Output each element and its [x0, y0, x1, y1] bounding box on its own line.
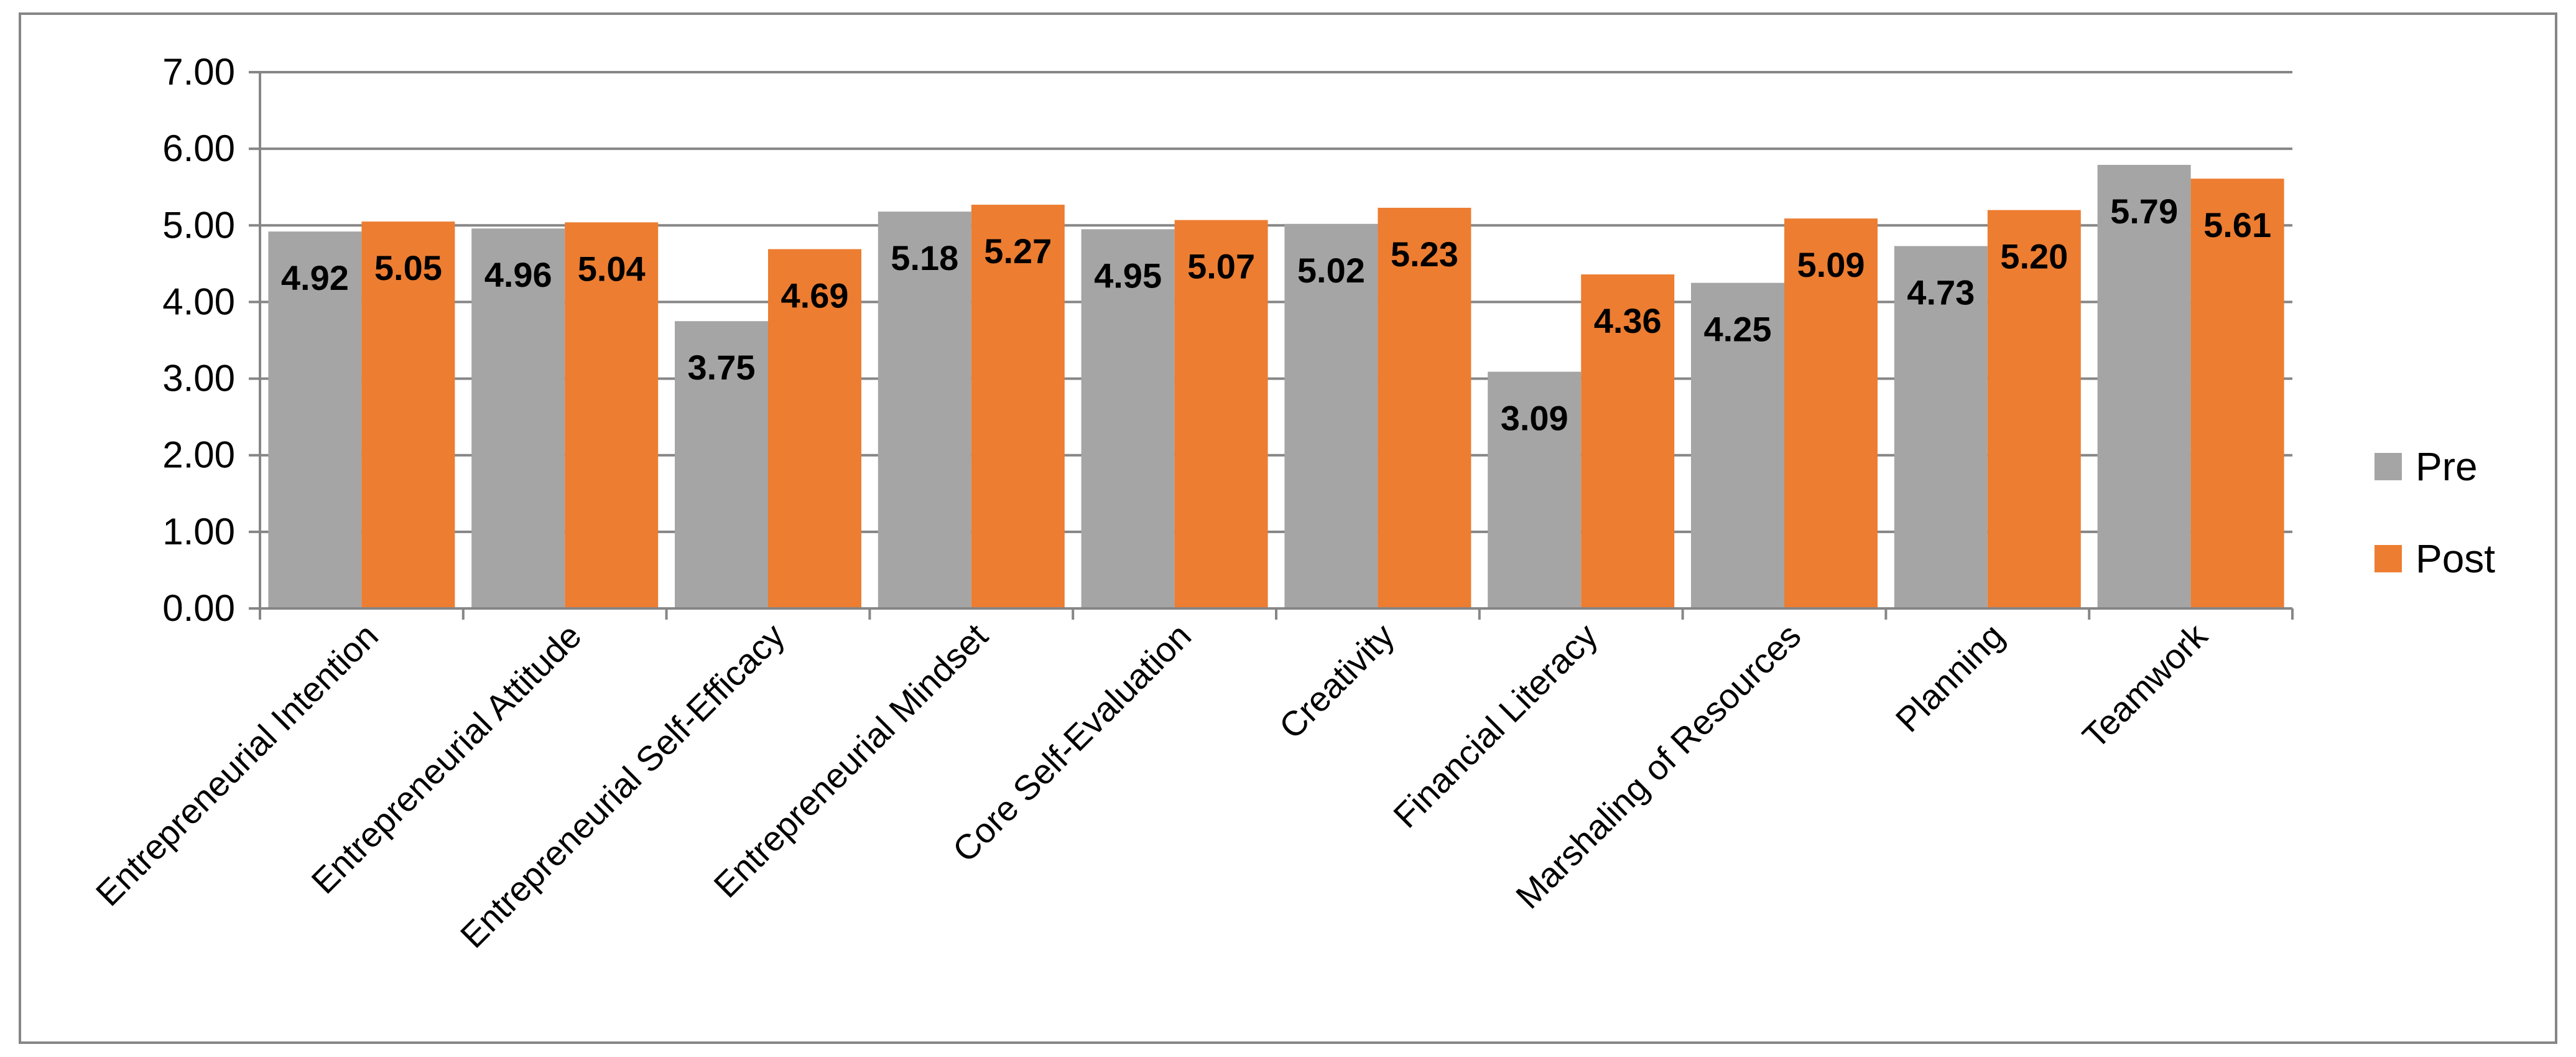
bars — [268, 165, 2284, 609]
y-tick-label: 0.00 — [162, 587, 235, 629]
data-label-post: 5.23 — [1391, 235, 1458, 274]
data-label-post: 5.27 — [984, 231, 1052, 271]
bar-post — [1378, 207, 1471, 608]
data-label-pre: 4.25 — [1704, 310, 1772, 349]
legend: Pre Post — [2374, 444, 2495, 581]
legend-label-pre: Pre — [2416, 444, 2478, 489]
bar-post — [971, 205, 1065, 609]
data-label-pre: 4.92 — [281, 258, 349, 297]
data-label-post: 5.05 — [374, 248, 442, 287]
bar-pre — [268, 231, 362, 608]
bar-post — [361, 221, 455, 609]
legend-swatch-pre — [2374, 453, 2402, 480]
legend-label-post: Post — [2416, 536, 2495, 581]
data-label-post: 5.61 — [2203, 205, 2271, 244]
data-label-pre: 5.18 — [891, 238, 958, 277]
data-label-pre: 3.75 — [688, 348, 756, 387]
y-axis-tick-labels: 0.00 1.00 2.00 3.00 4.00 5.00 6.00 7.00 — [162, 51, 235, 629]
bar-pre — [1081, 229, 1175, 608]
data-label-pre: 5.79 — [2110, 192, 2178, 231]
bar-pre — [471, 228, 565, 608]
data-label-post: 5.20 — [2000, 237, 2068, 276]
bar-post — [1784, 218, 1878, 608]
y-tick-label: 5.00 — [162, 204, 235, 246]
axes — [249, 71, 2294, 620]
y-tick-label: 3.00 — [162, 358, 235, 399]
bar-pre — [1894, 246, 1988, 608]
bar-post — [1174, 220, 1268, 608]
y-tick-label: 1.00 — [162, 511, 235, 552]
data-label-post: 4.36 — [1594, 301, 1662, 340]
data-label-post: 5.07 — [1187, 247, 1255, 286]
bar-pre — [878, 212, 971, 608]
y-tick-label: 2.00 — [162, 434, 235, 476]
bar-pre — [2097, 165, 2191, 608]
y-tick-label: 6.00 — [162, 128, 235, 169]
y-tick-label: 7.00 — [162, 51, 235, 93]
data-label-post: 5.04 — [578, 249, 646, 288]
data-label-pre: 4.96 — [484, 255, 552, 294]
y-tick-label: 4.00 — [162, 281, 235, 322]
bar-post — [2190, 179, 2284, 608]
legend-swatch-post — [2374, 545, 2402, 572]
data-label-post: 4.69 — [781, 276, 849, 315]
bar-post — [565, 222, 659, 608]
bar-post — [1987, 210, 2081, 609]
bar-post — [1581, 274, 1675, 608]
data-label-pre: 4.95 — [1094, 256, 1162, 295]
data-label-pre: 5.02 — [1297, 251, 1365, 290]
bar-post — [768, 249, 861, 609]
data-label-pre: 3.09 — [1501, 398, 1568, 437]
bar-pre — [1691, 282, 1784, 609]
data-labels: 4.92 4.96 3.75 5.18 4.95 5.02 3.09 4.25 4.73 5.79… — [281, 192, 2271, 437]
bar-pre — [1488, 371, 1582, 608]
data-label-post: 5.09 — [1797, 245, 1865, 284]
bar-pre — [1284, 223, 1378, 608]
bar-pre — [675, 321, 768, 608]
data-label-pre: 4.73 — [1907, 273, 1975, 312]
